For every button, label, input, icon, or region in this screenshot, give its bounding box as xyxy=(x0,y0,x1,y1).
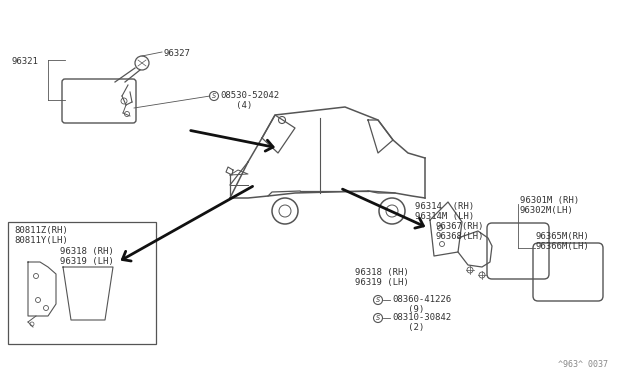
Text: 96318 (RH): 96318 (RH) xyxy=(355,268,409,277)
Text: 96318 (RH): 96318 (RH) xyxy=(60,247,114,256)
Text: 96366M(LH): 96366M(LH) xyxy=(535,242,589,251)
Text: 96327: 96327 xyxy=(163,49,190,58)
Text: S: S xyxy=(376,315,380,321)
Text: 08310-30842
   (2): 08310-30842 (2) xyxy=(392,313,451,333)
Text: S: S xyxy=(212,93,216,99)
Text: 96301M (RH): 96301M (RH) xyxy=(520,196,579,205)
Text: 96314M (LH): 96314M (LH) xyxy=(415,212,474,221)
Text: 08530-52042
   (4): 08530-52042 (4) xyxy=(220,91,279,110)
Text: 80811Y(LH): 80811Y(LH) xyxy=(14,236,68,245)
Text: 96319 (LH): 96319 (LH) xyxy=(60,257,114,266)
Text: 96321: 96321 xyxy=(12,57,39,66)
Text: ^963^ 0037: ^963^ 0037 xyxy=(558,360,608,369)
Bar xyxy=(8,222,156,344)
Text: 96319 (LH): 96319 (LH) xyxy=(355,278,409,287)
Text: 96365M(RH): 96365M(RH) xyxy=(535,232,589,241)
Text: 08360-41226
   (9): 08360-41226 (9) xyxy=(392,295,451,314)
Text: 80811Z(RH): 80811Z(RH) xyxy=(14,226,68,235)
Text: 96302M(LH): 96302M(LH) xyxy=(520,206,573,215)
Text: 96368(LH): 96368(LH) xyxy=(435,232,483,241)
Text: 96367(RH): 96367(RH) xyxy=(435,222,483,231)
Text: S: S xyxy=(376,297,380,303)
Text: 96314  (RH): 96314 (RH) xyxy=(415,202,474,211)
